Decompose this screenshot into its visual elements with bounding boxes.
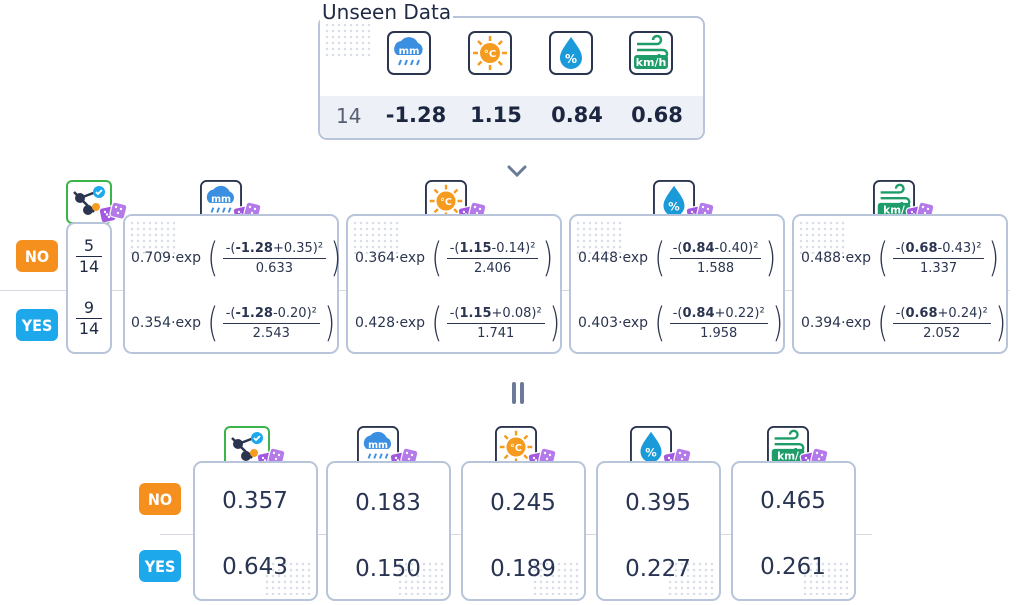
unseen-rain-value: -1.28 [385, 103, 447, 127]
svg-text:%: % [668, 200, 680, 214]
humidity-icon: % [630, 426, 672, 468]
svg-text:km/: km/ [777, 450, 799, 462]
humidity-yes-formula: 0.403·exp( -(0.84+0.22)² 1.958 ) [578, 300, 783, 346]
humidity-result-no: 0.395 [625, 490, 691, 516]
wind-icon: km/ [873, 180, 915, 222]
temp-result-no: 0.245 [490, 490, 556, 516]
texture-dots [324, 22, 372, 56]
temperature-icon: °C [495, 426, 537, 468]
unseen-row-id: 14 [336, 104, 362, 128]
chevron-down-icon [506, 163, 528, 182]
unseen-humidity-value: 0.84 [551, 103, 603, 127]
svg-text:mm: mm [368, 440, 388, 451]
svg-text:%: % [645, 446, 657, 460]
unseen-wind-value: 0.68 [631, 103, 683, 127]
prior-result-no: 0.357 [222, 488, 288, 514]
rain-result-box [326, 461, 451, 601]
temperature-icon: °C [468, 31, 512, 75]
class-badge-yes: YES [16, 309, 58, 341]
temp-yes-formula: 0.428·exp( -(1.15+0.08)² 1.741 ) [355, 300, 560, 346]
result-badge-yes: YES [139, 550, 181, 582]
svg-text:mm: mm [399, 46, 420, 57]
rain-result-no: 0.183 [355, 490, 421, 516]
wind-likelihood-box [792, 214, 1008, 354]
svg-text:°C: °C [440, 197, 452, 208]
equals-sign [510, 381, 526, 409]
temperature-icon: °C [425, 180, 467, 222]
unseen-data-title: Unseen Data [320, 0, 454, 24]
svg-text:%: % [565, 52, 577, 66]
humidity-icon: % [549, 31, 593, 75]
humidity-likelihood-box [569, 214, 785, 354]
rain-icon: mm [357, 426, 399, 468]
rain-no-formula: 0.709·exp( -(-1.28+0.35)² 0.633 ) [131, 235, 342, 281]
prior-no-fraction: 5 14 [74, 236, 104, 276]
prior-box [66, 222, 112, 354]
temp-likelihood-box [346, 214, 562, 354]
prior-yes-fraction: 9 14 [74, 298, 104, 338]
result-badge-no: NO [139, 483, 181, 515]
wind-yes-formula: 0.394·exp( -(0.68+0.24)² 2.052 ) [801, 300, 1006, 346]
wind-icon: km/ [767, 426, 809, 468]
prior-result-box [193, 461, 318, 601]
temp-result-box [461, 461, 586, 601]
temp-no-formula: 0.364·exp( -(1.15-0.14)² 2.406 ) [355, 235, 554, 281]
wind-icon: km/h [629, 31, 673, 75]
prior-result-yes: 0.643 [222, 554, 288, 580]
humidity-result-yes: 0.227 [625, 556, 691, 582]
svg-text:mm: mm [211, 194, 231, 205]
svg-text:km/: km/ [883, 204, 905, 216]
wind-no-formula: 0.488·exp( -(0.68-0.43)² 1.337 ) [801, 235, 1000, 281]
svg-text:km/h: km/h [636, 56, 667, 69]
unseen-values-band [320, 96, 703, 138]
temp-result-yes: 0.189 [490, 556, 556, 582]
rain-icon: mm [200, 180, 242, 222]
humidity-result-box [596, 461, 721, 601]
rain-likelihood-box [123, 214, 339, 354]
wind-result-no: 0.465 [760, 488, 826, 514]
unseen-temp-value: 1.15 [470, 103, 522, 127]
rain-yes-formula: 0.354·exp( -(-1.28-0.20)² 2.543 ) [131, 300, 336, 346]
class-badge-no: NO [16, 240, 58, 272]
wind-result-yes: 0.261 [760, 554, 826, 580]
rain-icon: mm [387, 31, 431, 75]
svg-text:°C: °C [510, 443, 522, 454]
humidity-no-formula: 0.448·exp( -(0.84-0.40)² 1.588 ) [578, 235, 777, 281]
rain-result-yes: 0.150 [355, 556, 421, 582]
svg-text:°C: °C [484, 49, 496, 60]
wind-result-box [731, 461, 856, 601]
